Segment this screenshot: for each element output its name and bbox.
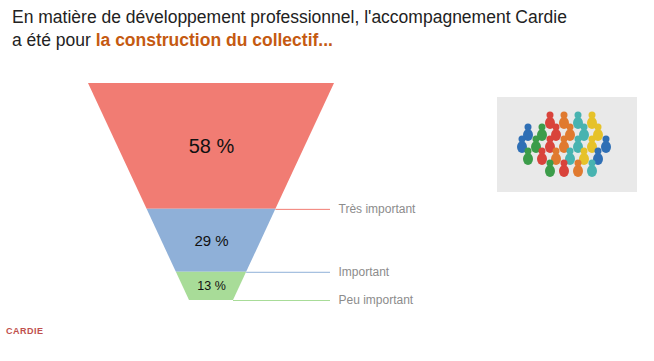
- svg-text:13 %: 13 %: [197, 279, 226, 293]
- svg-text:Très important: Très important: [339, 202, 417, 216]
- svg-text:29 %: 29 %: [194, 232, 228, 249]
- svg-text:Peu important: Peu important: [339, 293, 414, 307]
- svg-text:58 %: 58 %: [189, 135, 235, 157]
- html-text:En matière de développement pr: En matière de développement professionne…: [12, 7, 567, 50]
- svg-text:Important: Important: [339, 265, 390, 279]
- html-text:CARDIE: CARDIE: [6, 326, 44, 336]
